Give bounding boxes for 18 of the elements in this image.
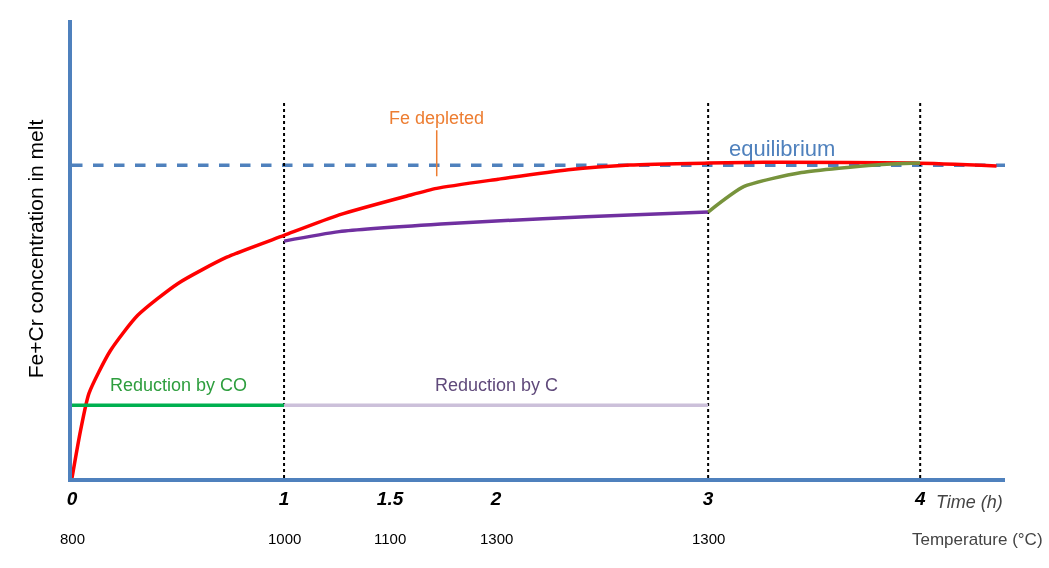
text: 1100 [374,530,407,547]
x-tick-label: 3 [702,487,714,509]
ref-line-label: equilibrium [729,136,836,161]
x-tick-label: 2 [489,487,502,509]
text: 1300 [480,530,514,547]
x-axis-title: Time (h) [936,492,1003,512]
annotation: Fe depleted [389,108,485,128]
x-tick-label: 1.5 [376,487,404,509]
x2-axis-title: Temperature (°C) [912,530,1043,549]
y-axis-title: Fe+Cr concentration in melt [23,119,47,379]
x-tick-label: 1 [278,487,290,509]
x-tick-label: 4 [913,487,926,509]
annotation: Reduction by CO [110,375,248,395]
x-tick-label: 0 [66,487,78,509]
text: 1300 [692,530,726,547]
annotation: Reduction by C [435,375,559,395]
text: 1000 [268,530,302,547]
text: 800 [60,530,86,547]
